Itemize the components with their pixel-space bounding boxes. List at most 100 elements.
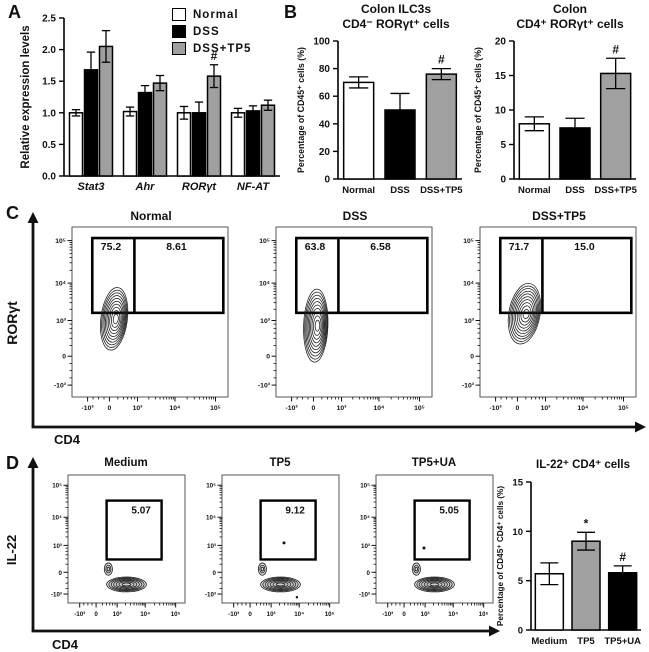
svg-text:-10³: -10³ — [205, 592, 216, 599]
gate-value: 5.07 — [131, 505, 151, 516]
svg-text:10⁴: 10⁴ — [577, 405, 588, 412]
svg-text:2.0: 2.0 — [42, 45, 56, 56]
gate-left-value: 71.7 — [509, 241, 530, 253]
flow-plot-medium-canvas: -10³ 0 10³ 10⁴ 10⁵ -10³ 0 10³ 10⁴ 10⁵ 5.07 — [51, 474, 186, 618]
svg-text:10⁴: 10⁴ — [55, 281, 66, 288]
gate-right-value: 8.61 — [166, 241, 187, 253]
category-label: NF-AT — [237, 181, 270, 193]
flow-plot-dss-title: DSS — [342, 209, 368, 223]
flow-plot-tp5-canvas: -10³ 0 10³ 10⁴ 10⁵ -10³ 0 10³ 10⁴ 10⁵ 9.12 — [205, 474, 340, 618]
panel-c-x-axis-label: CD4 — [54, 432, 81, 447]
panel-d-x-axis-label: CD4 — [52, 637, 79, 652]
category-label: DSS — [565, 185, 585, 196]
svg-text:10⁴: 10⁴ — [169, 405, 180, 412]
svg-text:10³: 10³ — [133, 405, 144, 412]
legend-swatch-dss-tp5 — [172, 42, 186, 55]
significance-marker: # — [619, 550, 626, 564]
flow-plot-dss-canvas: -10³ 0 10³ 10⁴ 10⁵ -10³ 0 10³ 10⁴ 10⁵ 63.8 6.58 — [258, 226, 433, 412]
svg-text:80: 80 — [319, 64, 331, 75]
svg-text:10⁵: 10⁵ — [479, 611, 489, 618]
svg-text:5: 5 — [500, 140, 506, 151]
bar — [245, 110, 261, 177]
svg-text:Relative expression levels: Relative expression levels — [20, 25, 32, 168]
svg-text:-10³: -10³ — [74, 611, 85, 618]
category-label: Normal — [518, 185, 551, 196]
arrowhead-up — [27, 457, 39, 468]
panel-b2-bar-chart: 0 5 10 15 20 Percentage of CD45⁺ cells (%) Nor… — [473, 37, 638, 197]
svg-text:0: 0 — [516, 405, 520, 412]
svg-text:10⁴: 10⁴ — [140, 611, 150, 618]
bar — [571, 540, 601, 631]
arrowhead-right — [489, 625, 500, 637]
panel-c-y-axis-label: RORγt — [4, 301, 20, 345]
panel-b2-title-line2: CD4⁺ RORγt⁺ cells — [516, 17, 624, 31]
flow-plot-medium-title: Medium — [104, 457, 148, 469]
svg-text:Percentage of CD45⁺ cells (%): Percentage of CD45⁺ cells (%) — [473, 47, 483, 173]
bar — [425, 73, 458, 180]
flow-plot-dss-tp5: DSS+TP5 -10³ 0 10³ 10⁴ 10⁵ -10³ 0 10³ 10⁴ 10⁵ 71.7… — [452, 209, 642, 421]
svg-text:10⁴: 10⁴ — [206, 515, 216, 522]
svg-text:10⁵: 10⁵ — [171, 611, 181, 618]
svg-text:10³: 10³ — [267, 611, 276, 618]
arrowhead-right — [635, 421, 646, 433]
panel-d-bar-chart: 0 5 10 15 Percentage of CD45⁺ CD4⁺ cells (%)… — [496, 478, 641, 648]
svg-text:10⁵: 10⁵ — [206, 483, 216, 490]
bar-chart-panelA: 0.0 0.5 1.0 1.5 2.0 2.5 Relative expression le… — [20, 14, 280, 193]
bar — [599, 72, 632, 180]
svg-text:10³: 10³ — [207, 543, 216, 550]
panel-b-label: B — [284, 2, 297, 22]
svg-text:10⁵: 10⁵ — [325, 611, 335, 618]
bar — [230, 112, 246, 177]
bar — [152, 82, 168, 177]
svg-text:15: 15 — [495, 71, 507, 82]
svg-text:0: 0 — [266, 354, 270, 361]
category-label: DSS+TP5 — [420, 185, 463, 196]
svg-text:Percentage of CD45⁺ CD4⁺ cells: Percentage of CD45⁺ CD4⁺ cells (%) — [496, 486, 505, 626]
flow-plot-medium: Medium -10³ 0 10³ 10⁴ 10⁵ -10³ 0 10³ 10⁴ 10⁵ 5.07 — [44, 457, 190, 623]
flow-canvas-panelC-1: -10³ 0 10³ 10⁴ 10⁵ -10³ 0 10³ 10⁴ 10⁵ 63.8 6.58 — [258, 226, 433, 412]
panel-a-label: A — [8, 2, 21, 22]
svg-text:10⁵: 10⁵ — [360, 483, 370, 490]
svg-text:10: 10 — [512, 527, 523, 538]
gate-rect — [90, 236, 225, 315]
legend-item-normal: Normal — [172, 8, 251, 21]
legend-item-dss: DSS — [172, 25, 251, 38]
svg-text:10³: 10³ — [361, 543, 370, 550]
svg-text:0.0: 0.0 — [42, 172, 56, 183]
flow-plot-tp5-title: TP5 — [269, 457, 291, 469]
category-label: Normal — [342, 185, 375, 196]
flow-canvas-panelDflow-0: -10³ 0 10³ 10⁴ 10⁵ -10³ 0 10³ 10⁴ 10⁵ 5.07 — [51, 474, 186, 618]
panel-d: D IL-22 CD4 Medium -10³ 0 10³ 10⁴ 10⁵ -10³ 0 10… — [0, 453, 649, 652]
significance-marker: * — [584, 516, 589, 530]
svg-text:-10³: -10³ — [490, 405, 503, 412]
svg-text:10³: 10³ — [541, 405, 552, 412]
bar — [176, 112, 192, 177]
svg-text:10³: 10³ — [260, 318, 271, 325]
gate-rect — [105, 499, 163, 561]
panel-d-bar-title: IL-22⁺ CD4⁺ cells — [536, 459, 630, 471]
panel-b1-title-line2: CD4⁻ RORγt⁺ cells — [342, 17, 450, 31]
bar — [122, 110, 138, 177]
bar — [607, 572, 638, 631]
panel-d-label: D — [6, 453, 19, 473]
svg-text:100: 100 — [313, 37, 330, 48]
bar — [137, 91, 153, 177]
flow-plot-tp5-ua-canvas: -10³ 0 10³ 10⁴ 10⁵ -10³ 0 10³ 10⁴ 10⁵ 5.05 — [359, 474, 494, 618]
svg-text:10⁵: 10⁵ — [210, 405, 221, 412]
svg-text:10³: 10³ — [53, 543, 62, 550]
flow-canvas-panelDflow-2: -10³ 0 10³ 10⁴ 10⁵ -10³ 0 10³ 10⁴ 10⁵ 5.05 — [359, 474, 494, 618]
legend-label-normal: Normal — [193, 8, 239, 21]
panel-a: A 0.0 0.5 1.0 1.5 2.0 2.5 Relative expression … — [2, 0, 284, 203]
panel-c-label: C — [6, 203, 19, 223]
svg-text:20: 20 — [319, 147, 331, 158]
bar — [260, 104, 276, 177]
gate-left-value: 63.8 — [305, 241, 326, 253]
svg-text:-10³: -10³ — [258, 383, 271, 390]
flow-plot-dss-tp5-title: DSS+TP5 — [532, 209, 586, 223]
svg-text:0: 0 — [108, 405, 112, 412]
panel-d-y-axis-label: IL-22 — [4, 534, 19, 566]
legend-label-dss-tp5: DSS+TP5 — [193, 42, 252, 55]
significance-marker: # — [612, 42, 619, 56]
panel-c: C RORγt CD4 Normal -10³ 0 10³ 10⁴ 10⁵ -10³ 0 10… — [0, 203, 649, 455]
svg-text:10⁴: 10⁴ — [259, 281, 270, 288]
